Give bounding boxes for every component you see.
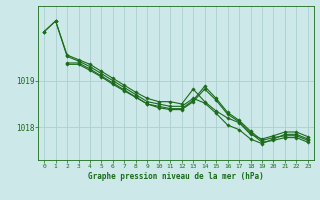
X-axis label: Graphe pression niveau de la mer (hPa): Graphe pression niveau de la mer (hPa) xyxy=(88,172,264,181)
